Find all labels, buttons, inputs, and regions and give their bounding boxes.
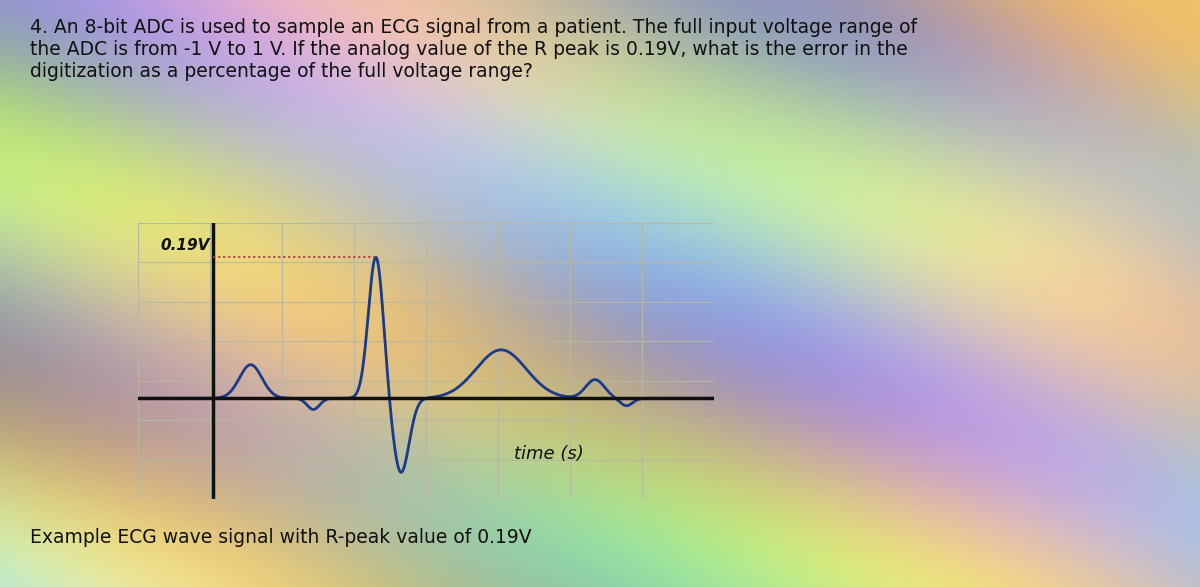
Text: Example ECG wave signal with R-peak value of 0.19V: Example ECG wave signal with R-peak valu… (30, 528, 532, 547)
Text: 4. An 8-bit ADC is used to sample an ECG signal from a patient. The full input v: 4. An 8-bit ADC is used to sample an ECG… (30, 18, 917, 80)
Text: 0.19V: 0.19V (161, 238, 210, 253)
Text: time (s): time (s) (514, 445, 583, 463)
